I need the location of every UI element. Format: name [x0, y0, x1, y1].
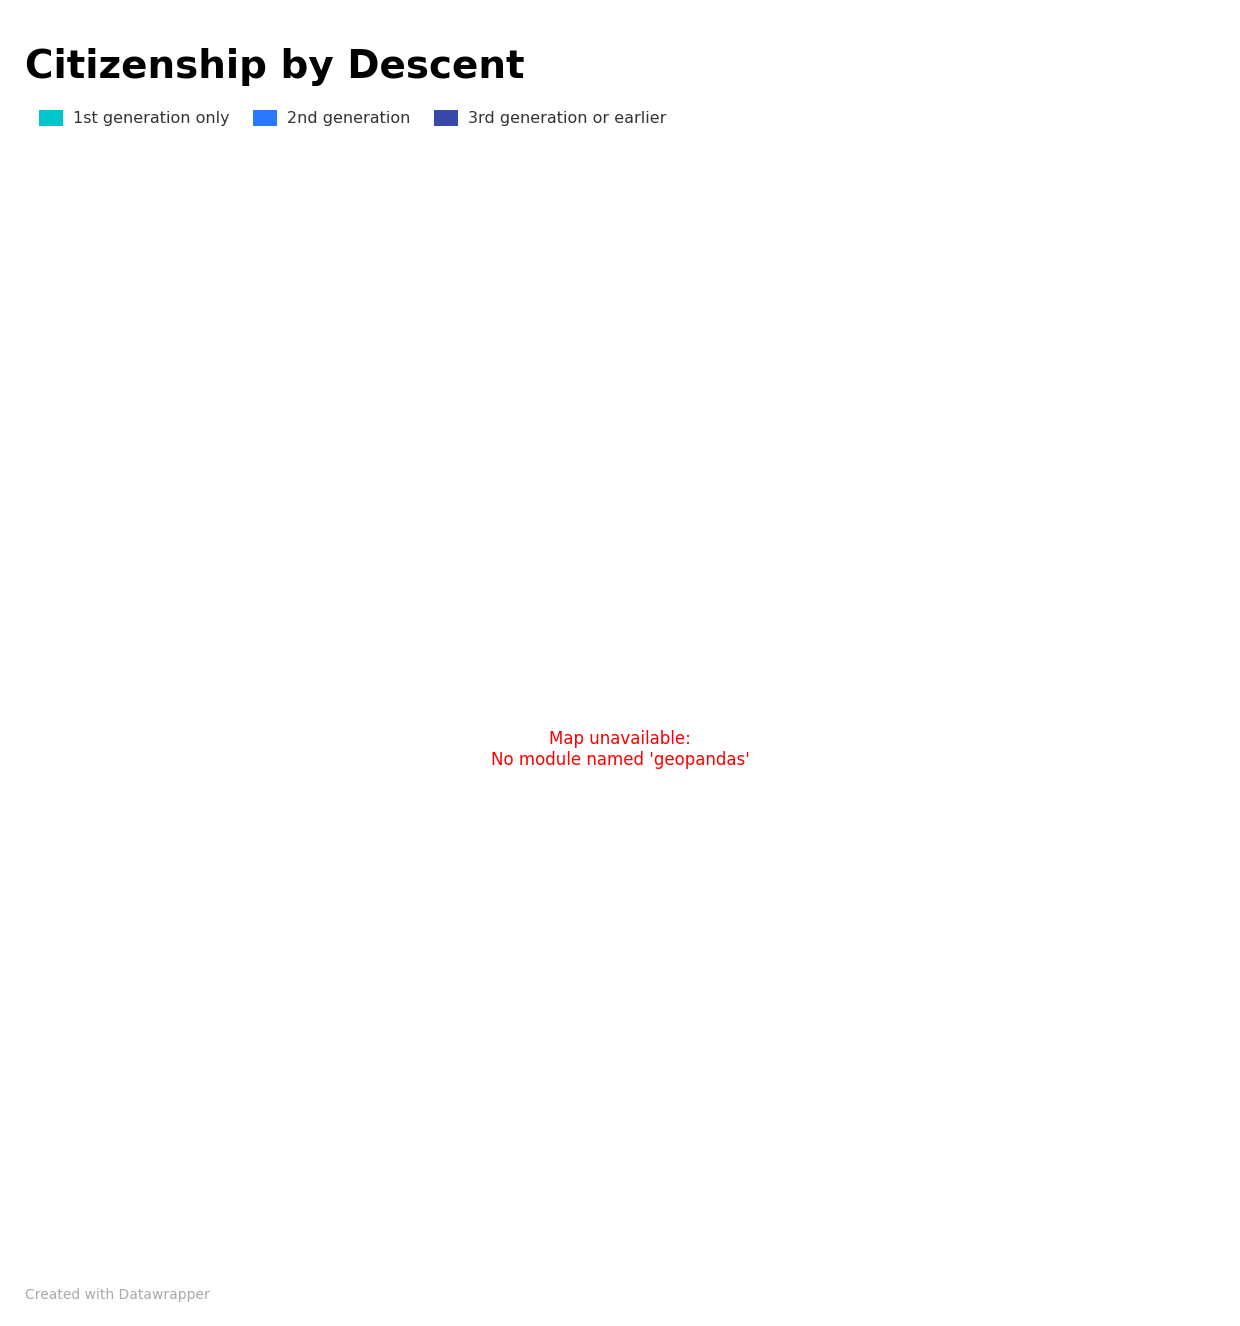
Legend: 1st generation only, 2nd generation, 3rd generation or earlier: 1st generation only, 2nd generation, 3rd… — [32, 103, 672, 133]
Text: Map unavailable:
No module named 'geopandas': Map unavailable: No module named 'geopan… — [491, 729, 749, 769]
Text: Created with Datawrapper: Created with Datawrapper — [25, 1288, 210, 1302]
Text: Citizenship by Descent: Citizenship by Descent — [25, 48, 525, 86]
